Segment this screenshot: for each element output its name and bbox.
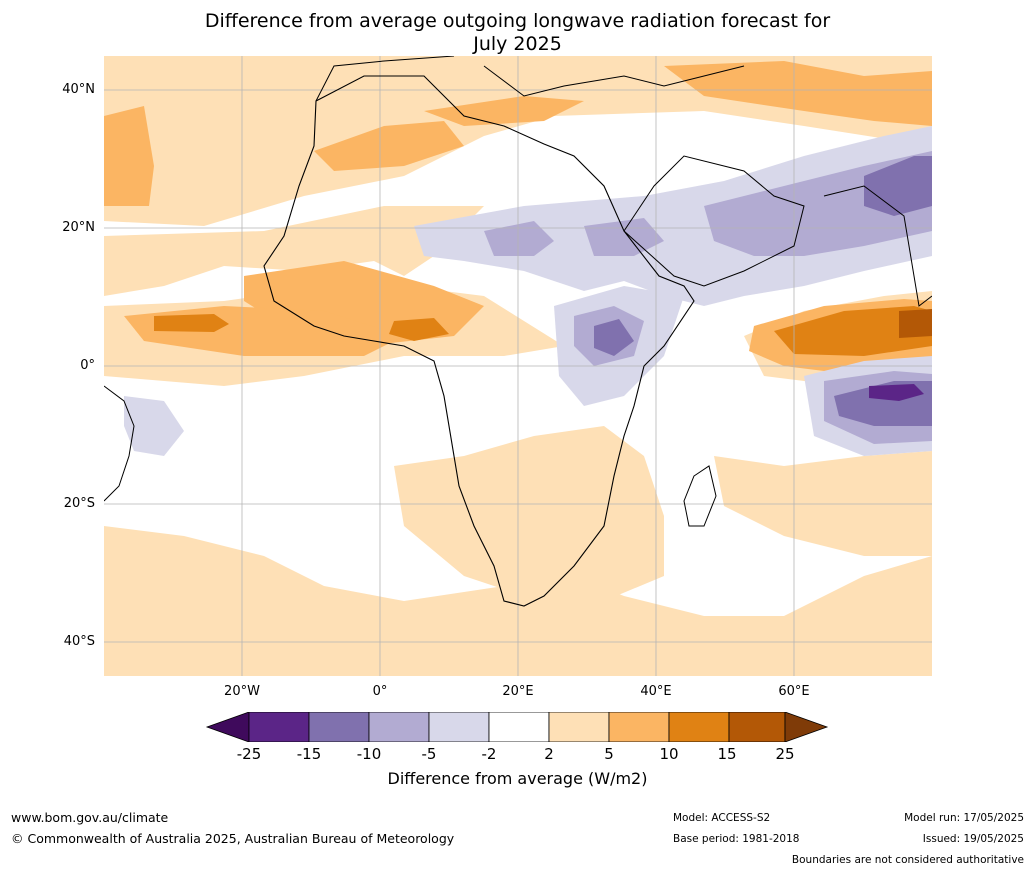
anomaly-region-purple-sudan [584, 218, 664, 256]
olr-anomaly-map [104, 56, 932, 676]
footer-model-run: Model run: 17/05/2025 [904, 812, 1024, 824]
anomaly-region-orange-canary [104, 106, 154, 206]
colorbar-bin-1 [248, 712, 310, 742]
footer-disclaimer: Boundaries are not considered authoritat… [791, 854, 1024, 866]
colorbar-bin-5 [488, 712, 550, 742]
footer-copyright: © Commonwealth of Australia 2025, Austra… [11, 831, 455, 846]
anomaly-region-light-orange-southern-africa [394, 426, 664, 601]
footer-model: Model: ACCESS-S2 [673, 812, 771, 824]
anomaly-region-orange-arabian-north [664, 61, 932, 126]
title-line-2: July 2025 [473, 33, 562, 55]
colorbar-tick-m15: -15 [296, 745, 322, 763]
colorbar-tick-15: 15 [717, 745, 737, 763]
lon-label-40e: 40°E [640, 684, 672, 699]
colorbar-bin-4 [428, 712, 490, 742]
anomaly-region-dark-orange-arabian-sea [774, 306, 932, 356]
lat-label-40n: 40°N [62, 82, 95, 97]
lon-label-20e: 20°E [502, 684, 534, 699]
colorbar-bin-6 [548, 712, 610, 742]
graticule [104, 56, 932, 676]
lat-label-0: 0° [80, 358, 95, 373]
lat-label-20s: 20°S [63, 496, 95, 511]
coastline-madagascar [683, 465, 717, 527]
lat-label-20n: 20°N [62, 220, 95, 235]
colorbar-extend-high [784, 712, 829, 742]
coastline-brazil [104, 385, 135, 502]
lon-label-0: 0° [372, 684, 388, 699]
map-title: Difference from average outgoing longwav… [0, 10, 1035, 56]
colorbar-tick-m2: -2 [481, 745, 497, 763]
lat-label-40s: 40°S [63, 634, 95, 649]
title-line-1: Difference from average outgoing longwav… [204, 10, 831, 32]
anomaly-region-purple-chad [484, 221, 554, 256]
coastline-africa [263, 75, 695, 607]
colorbar-extend-low [205, 712, 250, 742]
anomaly-region-dark-orange-gulf-guinea [154, 314, 229, 332]
anomaly-region-orange-north-africa [424, 96, 584, 126]
colorbar-tick-5: 5 [604, 745, 614, 763]
anomaly-region-dark-orange-nigeria [389, 318, 449, 341]
lon-label-60e: 60°E [778, 684, 810, 699]
anomaly-region-violet-india [864, 156, 932, 216]
map-canvas [104, 56, 932, 676]
anomaly-region-darker-orange-arabian-sea [899, 309, 932, 338]
colorbar-bin-8 [668, 712, 730, 742]
anomaly-region-dark-violet-south-indian [869, 384, 924, 401]
colorbar-tick-m5: -5 [421, 745, 437, 763]
colorbar-bin-3 [368, 712, 430, 742]
footer-url[interactable]: www.bom.gov.au/climate [11, 810, 169, 825]
colorbar-bin-9 [728, 712, 786, 742]
coastline-arabia [623, 155, 805, 287]
colorbar-tick-2: 2 [544, 745, 554, 763]
anomaly-region-light-orange-madagascar-east [714, 451, 932, 556]
footer-issued: Issued: 19/05/2025 [922, 833, 1024, 845]
anomaly-region-lavender-angola-coast [124, 396, 184, 456]
anomaly-region-light-orange-west-africa [104, 206, 484, 296]
colorbar-bin-2 [308, 712, 370, 742]
colorbar-title: Difference from average (W/m2) [387, 769, 648, 788]
colorbar-tick-m10: -10 [356, 745, 382, 763]
colorbar-tick-m25: -25 [236, 745, 262, 763]
anomaly-region-violet-uganda [594, 319, 634, 356]
footer-base-period: Base period: 1981-2018 [673, 833, 800, 845]
colorbar [205, 712, 829, 742]
anomaly-region-orange-mediterranean [314, 121, 464, 171]
colorbar-bin-7 [608, 712, 670, 742]
colorbar-tick-25: 25 [775, 745, 795, 763]
anomaly-region-lavender-sahara [414, 126, 932, 306]
coastline-india [823, 185, 932, 307]
colorbar-tick-10: 10 [659, 745, 679, 763]
lon-label-20w: 20°W [224, 684, 260, 699]
coastline-europe [315, 56, 745, 102]
